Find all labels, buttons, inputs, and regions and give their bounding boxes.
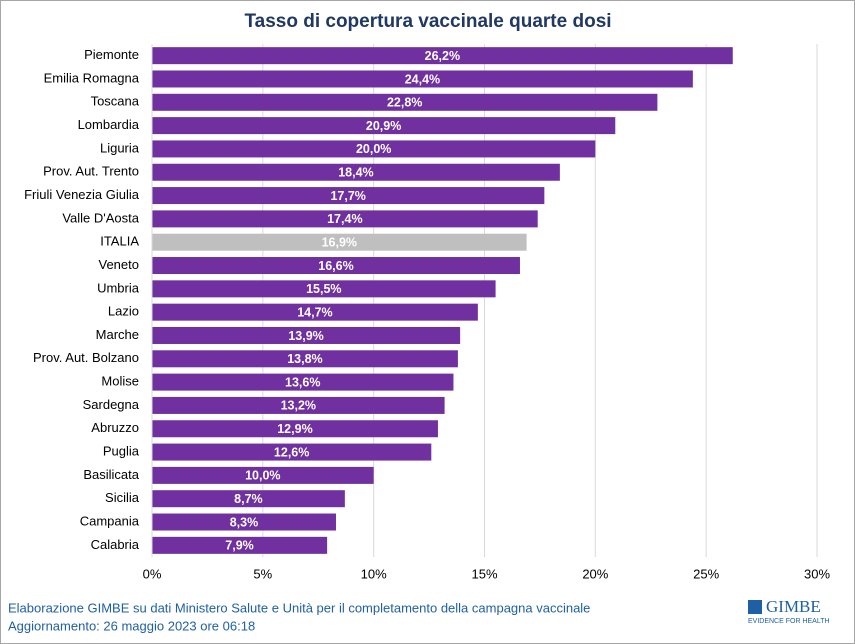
y-tick-label: Marche [96,327,139,342]
bar [152,117,616,135]
value-label: 10,0% [245,469,280,483]
value-label: 7,9% [225,539,254,553]
y-tick-label: Sardegna [83,397,140,412]
bar [152,233,527,251]
bar [152,373,454,391]
value-label: 16,9% [322,236,357,250]
value-label: 8,7% [234,492,263,506]
y-tick-label: Sicilia [105,490,140,505]
value-label: 13,2% [281,399,316,413]
y-tick-label: ITALIA [100,234,139,249]
bar [152,257,520,275]
bar [152,163,560,181]
y-tick-label: Puglia [103,444,140,459]
bar [152,490,345,508]
bar [152,70,693,88]
logo: GIMBE [766,597,821,616]
x-tick-label: 15% [471,566,497,581]
x-tick-label: 5% [253,566,272,581]
value-label: 22,8% [387,96,422,110]
x-tick-label: 25% [693,566,719,581]
bar [152,280,496,298]
value-label: 17,4% [327,212,362,226]
bar [152,536,328,554]
bar [152,303,478,321]
bar [152,396,445,414]
source-note: Elaborazione GIMBE su dati Ministero Sal… [8,600,590,615]
value-label: 13,9% [288,329,323,343]
value-label: 17,7% [330,189,365,203]
bar [152,210,538,228]
bar [152,350,458,368]
bar [152,466,374,484]
y-tick-label: Campania [80,513,140,528]
y-tick-label: Friuli Venezia Giulia [24,187,140,202]
y-tick-label: Calabria [91,537,140,552]
y-tick-label: Basilicata [83,467,139,482]
x-tick-label: 20% [582,566,608,581]
bar [152,93,658,111]
value-label: 20,9% [366,119,401,133]
value-label: 24,4% [405,72,440,86]
x-tick-label: 30% [804,566,830,581]
value-label: 20,0% [356,142,391,156]
update-note: Aggiornamento: 26 maggio 2023 ore 06:18 [8,618,255,633]
value-label: 15,5% [306,282,341,296]
logo-icon [748,600,762,614]
bar [152,326,461,344]
bar [152,513,336,531]
y-tick-label: Umbria [97,280,140,295]
bar [152,47,733,65]
y-tick-label: Toscana [91,94,140,109]
bar [152,420,438,438]
value-label: 12,9% [277,422,312,436]
y-tick-label: Prov. Aut. Bolzano [33,350,139,365]
y-tick-label: Valle D'Aosta [62,210,139,225]
y-tick-label: Liguria [100,140,140,155]
value-label: 13,6% [285,375,320,389]
value-label: 16,6% [318,259,353,273]
y-tick-label: Abruzzo [91,420,139,435]
value-label: 14,7% [297,305,332,319]
y-tick-label: Emilia Romagna [44,70,140,85]
bar [152,187,545,205]
logo-tagline: EVIDENCE FOR HEALTH [748,618,830,625]
value-label: 26,2% [425,49,460,63]
bar [152,443,432,461]
bar [152,140,596,158]
y-tick-label: Veneto [99,257,140,272]
chart-title: Tasso di copertura vaccinale quarte dosi [244,11,611,32]
y-tick-label: Piemonte [84,47,139,62]
y-tick-label: Lombardia [78,117,140,132]
y-tick-label: Molise [101,374,139,389]
x-tick-label: 10% [361,566,387,581]
x-tick-label: 0% [143,566,162,581]
value-label: 18,4% [338,166,373,180]
value-label: 13,8% [287,352,322,366]
y-tick-label: Lazio [108,304,139,319]
value-label: 12,6% [274,445,309,459]
value-label: 8,3% [230,515,259,529]
y-tick-label: Prov. Aut. Trento [43,164,139,179]
